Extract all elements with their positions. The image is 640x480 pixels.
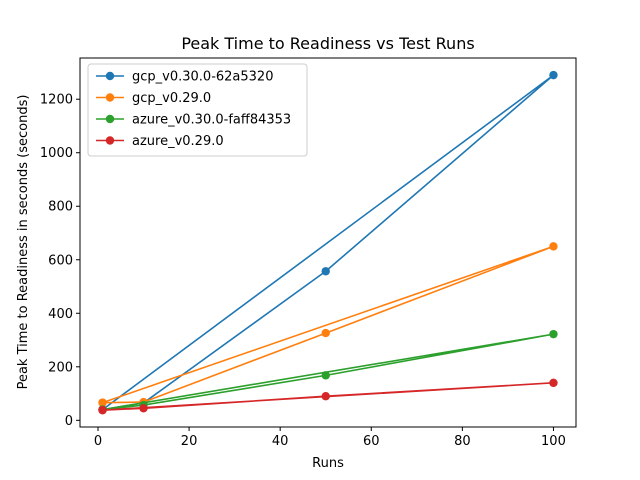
data-point: [98, 405, 107, 415]
legend-item: gcp_v0.29.0: [96, 91, 211, 106]
y-tick-label: 0: [65, 414, 73, 429]
legend-swatch-marker: [105, 93, 115, 102]
legend-label: gcp_v0.30.0-62a5320: [132, 70, 273, 85]
legend-item: gcp_v0.30.0-62a5320: [96, 70, 273, 85]
y-tick-label: 200: [48, 360, 73, 375]
legend-swatch-marker: [105, 136, 115, 145]
y-tick-label: 600: [48, 253, 73, 268]
data-point: [549, 378, 558, 388]
legend-swatch-marker: [105, 71, 115, 81]
legend-label: gcp_v0.29.0: [132, 91, 211, 106]
y-axis-label: Peak Time to Readiness in seconds (secon…: [16, 95, 31, 390]
x-axis-label: Runs: [312, 456, 344, 471]
data-point: [549, 329, 558, 339]
data-point: [139, 404, 148, 413]
x-tick-label: 20: [181, 434, 198, 449]
series-layer: [98, 70, 558, 415]
legend-swatch-marker: [105, 114, 115, 124]
legend-label: azure_v0.30.0-faff84353: [132, 113, 291, 128]
y-tick-label: 400: [48, 307, 73, 322]
legend: gcp_v0.30.0-62a5320 gcp_v0.29.0 azure_v0.3…: [87, 63, 308, 157]
x-tick-label: 100: [541, 434, 566, 449]
x-tick-label: 80: [454, 434, 471, 449]
legend-item: azure_v0.29.0: [96, 134, 224, 149]
chart-title: Peak Time to Readiness vs Test Runs: [181, 34, 474, 53]
y-tick-label: 800: [48, 200, 73, 215]
plot-frame: [79, 57, 577, 428]
x-tick-label: 60: [363, 434, 380, 449]
data-point: [549, 70, 558, 80]
series-1: [98, 242, 558, 407]
data-point: [321, 328, 330, 338]
legend-label: azure_v0.29.0: [132, 134, 224, 149]
y-tick-label: 1000: [40, 146, 73, 161]
data-point: [549, 242, 558, 251]
x-tick-label: 0: [94, 434, 102, 449]
y-axis: 0 200 400 600 800 1000 1200: [40, 93, 80, 429]
x-tick-label: 40: [272, 434, 289, 449]
data-point: [321, 392, 330, 401]
y-tick-label: 1200: [40, 93, 73, 108]
series-3: [98, 378, 558, 415]
data-point: [321, 267, 330, 276]
data-point: [98, 398, 107, 407]
legend-item: azure_v0.30.0-faff84353: [96, 113, 291, 128]
legend-box: [87, 63, 308, 157]
x-axis: 0 20 40 60 80 100: [94, 427, 566, 449]
data-point: [321, 371, 330, 380]
series-2: [98, 329, 558, 414]
